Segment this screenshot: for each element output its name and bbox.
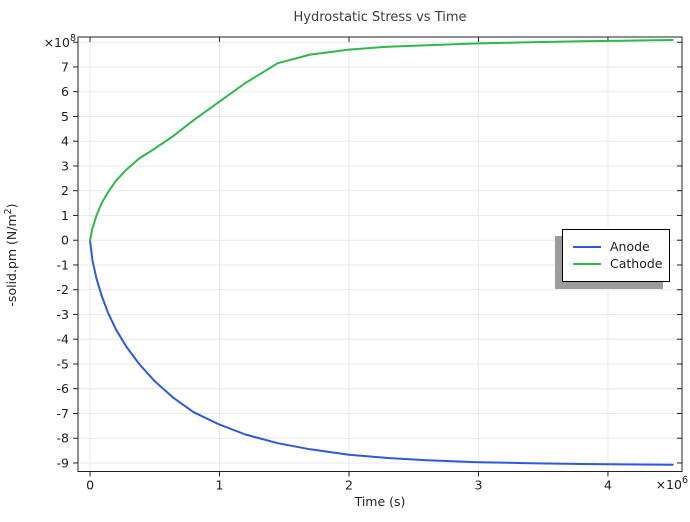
legend: Anode Cathode — [562, 229, 670, 282]
y-tick-label: -1 — [57, 257, 69, 272]
y-axis-label-base: -solid.pm (N/m — [4, 214, 19, 306]
y-axis-multiplier: ×108 — [44, 33, 76, 50]
y-multiplier-exponent: 8 — [70, 33, 76, 44]
cathode-line-swatch — [573, 263, 601, 266]
y-tick-label: 6 — [61, 84, 69, 99]
y-tick-label: 3 — [61, 158, 69, 173]
y-tick-label: -9 — [57, 455, 70, 470]
y-tick-label: 5 — [61, 109, 69, 124]
x-tick-label: 3 — [474, 478, 482, 493]
x-tick-label: 0 — [86, 478, 94, 493]
x-multiplier-exponent: 6 — [682, 475, 688, 486]
x-tick-label: 1 — [216, 478, 224, 493]
y-tick-label: -8 — [57, 431, 70, 446]
y-tick-label: 2 — [61, 183, 69, 198]
series-curve-cathode — [89, 39, 674, 242]
y-tick-label: -2 — [57, 282, 69, 297]
y-tick-label: -7 — [57, 406, 69, 421]
plot-border — [77, 36, 683, 472]
legend-label-anode: Anode — [610, 238, 650, 254]
legend-item-cathode: Cathode — [573, 256, 669, 271]
legend-label-cathode: Cathode — [610, 256, 663, 271]
x-tick-label: 2 — [345, 478, 353, 493]
series-layer — [89, 39, 674, 466]
y-tick-label: -3 — [57, 307, 69, 322]
axis-layer: 0 1 2 3 4 -9 -8 -7 -6 -5 -4 -3 -2 -1 0 1 2 3 4 5 6 7 — [57, 36, 683, 493]
y-tick-label: 7 — [61, 59, 69, 74]
x-axis-label: Time (s) — [354, 494, 406, 509]
anode-line-swatch — [573, 245, 601, 248]
y-tick-label: -4 — [57, 332, 70, 347]
y-axis-label-close: ) — [4, 203, 19, 208]
y-multiplier-base: ×10 — [44, 35, 70, 50]
y-tick-label: 0 — [61, 233, 69, 248]
chart-title: Hydrostatic Stress vs Time — [293, 10, 466, 25]
y-axis-label-superscript: 2 — [3, 208, 14, 214]
y-axis-label: -solid.pm (N/m2) — [3, 203, 19, 306]
x-tick-label: 4 — [604, 478, 612, 493]
y-tick-label: -6 — [57, 381, 70, 396]
y-tick-label: -5 — [57, 356, 69, 371]
y-tick-label: 4 — [61, 134, 69, 149]
x-axis-multiplier: ×106 — [656, 475, 688, 492]
x-multiplier-base: ×10 — [656, 477, 682, 492]
y-tick-label: 1 — [61, 208, 69, 223]
legend-item-anode: Anode — [573, 238, 669, 254]
series-curve-anode — [89, 239, 674, 466]
